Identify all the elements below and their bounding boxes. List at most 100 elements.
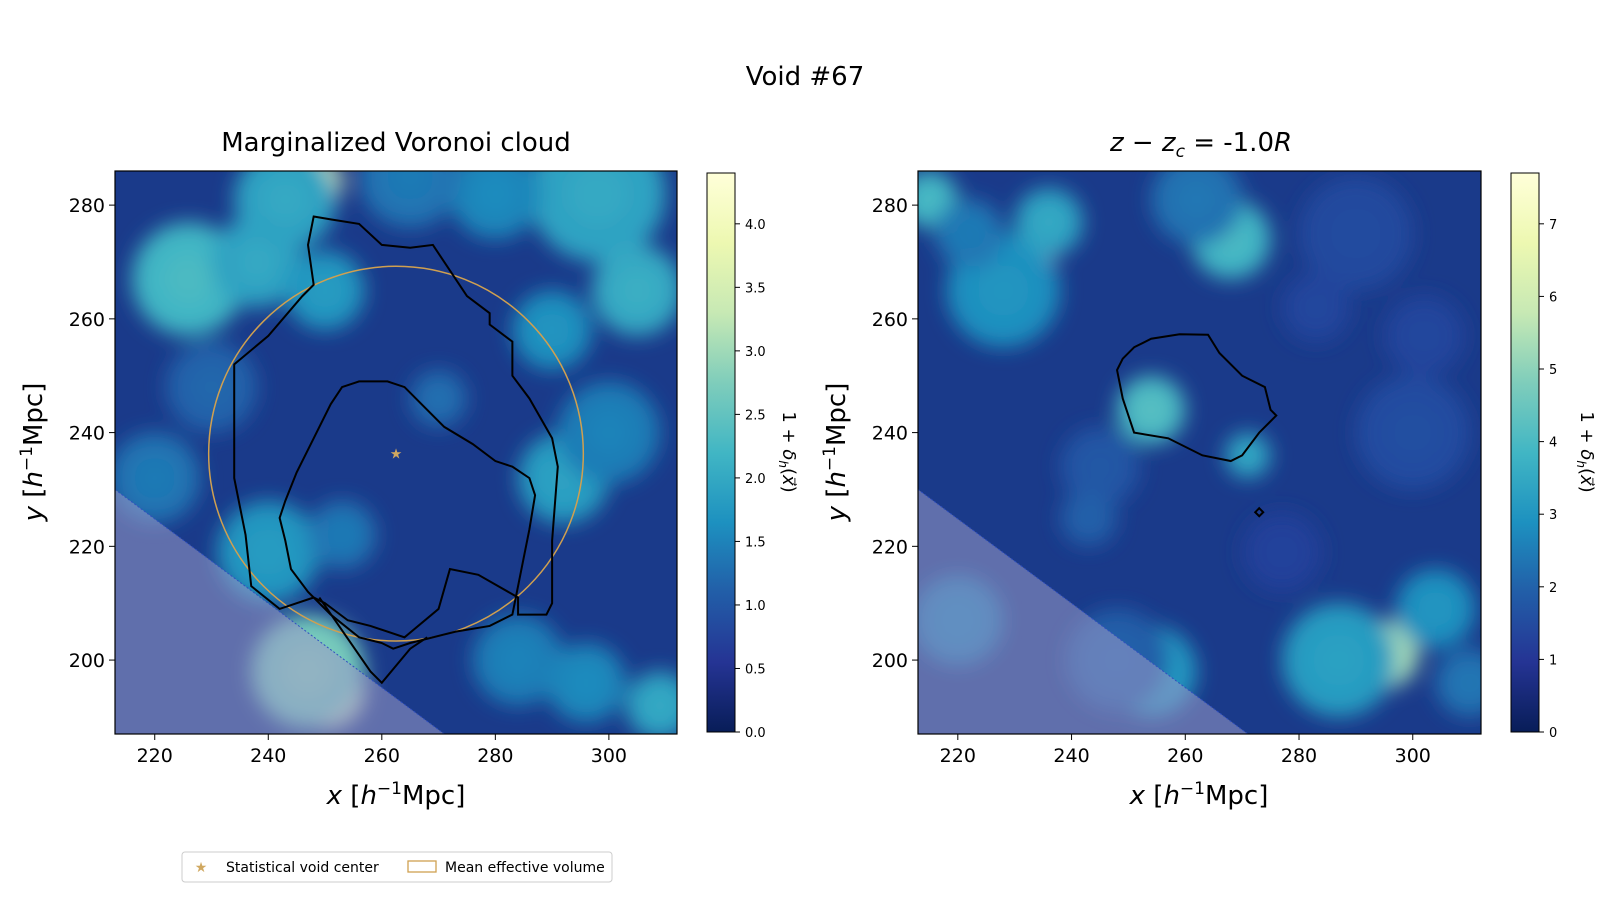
density-peak-8: [474, 173, 516, 215]
density-peak-19: [1300, 292, 1332, 323]
y-tick-label-0: 200: [69, 650, 105, 672]
right-heatmap: [918, 171, 1481, 734]
statistical-void-center-marker: ★: [390, 447, 403, 463]
colorbar-tick-label-3: 1.5: [745, 535, 766, 550]
legend-volume-swatch: [407, 860, 437, 873]
right-mask-edge: [918, 489, 1249, 734]
colorbar-tick-label-5: 2.5: [745, 408, 766, 423]
density-peak-10: [1313, 634, 1365, 686]
y-tick-label-1: 220: [69, 536, 105, 558]
density-peak-4: [163, 253, 215, 305]
right-y-axis-label: y [h−1Mpc]: [820, 383, 852, 523]
right-colorbar: [1510, 172, 1540, 733]
left-heatmap: ★: [115, 171, 677, 734]
density-peak-7: [1135, 394, 1167, 426]
left-colorbar: [706, 172, 736, 733]
right-axes-frame: [917, 170, 1482, 735]
density-peak-17: [497, 639, 539, 681]
density-peak-16: [425, 385, 452, 412]
colorbar-tick-label-1: 0.5: [745, 662, 766, 677]
x-tick-label-1: 240: [1053, 745, 1089, 767]
legend-star-marker: ★: [195, 860, 208, 876]
colorbar-tick-label-2: 2: [1549, 581, 1557, 596]
right-density-blobs: [918, 171, 1481, 717]
left-panel: Marginalized Voronoi cloud ★ 220 240 260 28…: [17, 128, 799, 811]
left-mask-edge: [115, 489, 445, 734]
density-peak-13: [134, 457, 176, 499]
density-peak-19: [644, 690, 676, 721]
density-peak-14: [1082, 448, 1118, 485]
left-colorbar-label: 1 + δh(x⃗): [776, 411, 799, 492]
density-peak-18: [568, 664, 605, 701]
density-peak-14: [245, 529, 292, 576]
y-tick-label-4: 280: [69, 195, 105, 217]
y-tick-label-3: 260: [872, 309, 908, 331]
y-tick-label-2: 240: [69, 423, 105, 445]
density-peak-4: [953, 218, 985, 249]
slice-center-marker: [1253, 506, 1265, 518]
colorbar-tick-label-5: 5: [1549, 363, 1557, 378]
x-tick-label-3: 280: [1281, 745, 1317, 767]
left-inner-contour: [278, 380, 537, 650]
x-tick-label-4: 300: [591, 745, 627, 767]
colorbar-tick-label-3: 3: [1549, 508, 1557, 523]
density-peak-6: [307, 272, 343, 309]
x-tick-label-2: 260: [364, 745, 400, 767]
legend: ★ Statistical void center Mean effective…: [181, 851, 613, 883]
density-peak-6: [1176, 178, 1218, 220]
density-peak-7: [566, 171, 629, 225]
x-tick-label-4: 300: [1395, 745, 1431, 767]
x-tick-label-2: 260: [1167, 745, 1203, 767]
density-peak-22: [1454, 667, 1481, 699]
y-tick-label-1: 220: [872, 536, 908, 558]
colorbar-tick-label-4: 4: [1549, 436, 1557, 451]
density-peak-5: [236, 241, 278, 283]
density-peak-2: [1033, 206, 1065, 238]
y-tick-label-2: 240: [872, 423, 908, 445]
colorbar-tick-label-0: 0.0: [745, 726, 766, 741]
legend-frame: [181, 851, 613, 883]
left-outer-contour-extension: [318, 596, 428, 685]
y-tick-label-3: 260: [69, 309, 105, 331]
left-density-blobs: [115, 171, 677, 734]
left-colorbar-ticks: 0.0 0.5 1.0 1.5 2.0 2.5 3.0 3.5 4.0: [735, 218, 766, 741]
x-tick-label-0: 220: [137, 745, 173, 767]
right-x-axis-label: x [h−1Mpc]: [1129, 779, 1269, 811]
right-y-ticks: 200 220 240 260 280: [872, 195, 918, 672]
right-contour: [1115, 333, 1278, 463]
left-y-ticks: 200 220 240 260 280: [69, 195, 115, 672]
density-peak-3: [918, 186, 943, 213]
y-tick-label-0: 200: [872, 650, 908, 672]
x-tick-label-1: 240: [250, 745, 286, 767]
density-peak-1: [977, 264, 1029, 317]
colorbar-tick-label-6: 6: [1549, 290, 1557, 305]
density-peak-15: [326, 519, 358, 551]
left-x-ticks: 220 240 260 280 300: [137, 734, 627, 767]
density-peak-18: [1330, 207, 1382, 260]
colorbar-tick-label-0: 0: [1549, 726, 1557, 741]
density-peak-10: [534, 312, 570, 349]
left-outer-contour: [233, 215, 559, 639]
density-peak-20: [191, 366, 232, 408]
y-tick-label-4: 280: [872, 195, 908, 217]
colorbar-tick-label-4: 2.0: [745, 472, 766, 487]
density-peak-21: [1264, 534, 1300, 570]
right-x-ticks: 220 240 260 280 300: [940, 734, 1431, 767]
left-axes-frame: [114, 170, 678, 735]
density-peak-8: [1237, 445, 1259, 466]
right-panel-title: z − zc = -1.0R: [1109, 128, 1292, 162]
colorbar-tick-label-7: 7: [1549, 218, 1557, 233]
right-panel: z − zc = -1.0R 220 240 260 280 300 200220240…: [820, 128, 1597, 811]
left-panel-title: Marginalized Voronoi cloud: [221, 128, 571, 158]
legend-label-void-center: Statistical void center: [226, 860, 379, 876]
density-peak-17: [1406, 318, 1443, 354]
density-peak-9: [616, 269, 658, 311]
x-tick-label-3: 280: [477, 745, 513, 767]
density-peak-11: [1417, 590, 1454, 627]
colorbar-tick-label-1: 1: [1549, 653, 1557, 668]
density-peak-12: [585, 409, 632, 456]
colorbar-tick-label-6: 3.0: [745, 345, 766, 360]
density-peak-3: [262, 176, 309, 223]
colorbar-tick-label-7: 3.5: [745, 281, 766, 296]
